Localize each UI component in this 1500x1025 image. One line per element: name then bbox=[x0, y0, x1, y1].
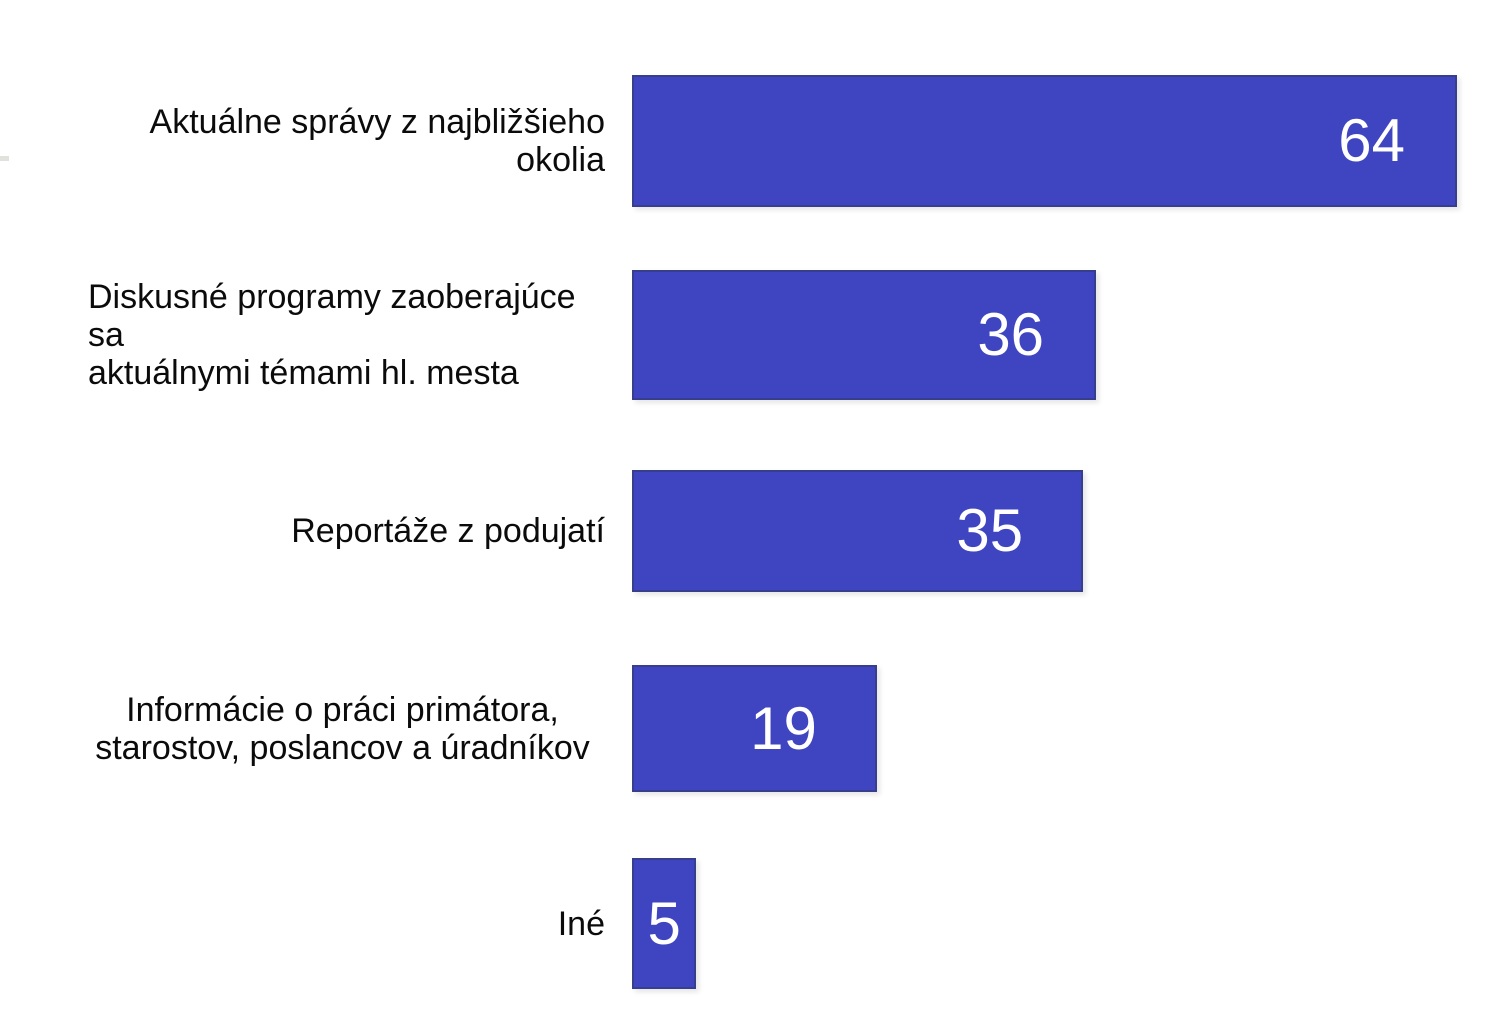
category-label: Diskusné programy zaoberajúce sa aktuálny… bbox=[88, 278, 576, 392]
value-label: 36 bbox=[977, 301, 1045, 368]
bar: 5 bbox=[632, 858, 697, 989]
bar: 19 bbox=[632, 665, 877, 792]
value-label: 35 bbox=[956, 497, 1024, 564]
chart-row: Iné 5 bbox=[0, 858, 1500, 989]
category-label: Reportáže z podujatí bbox=[291, 512, 605, 550]
chart-row: Informácie o práci primátora, starostov, … bbox=[0, 665, 1500, 792]
chart-row: Reportáže z podujatí 35 bbox=[0, 470, 1500, 592]
category-label: Aktuálne správy z najbližšieho okolia bbox=[149, 103, 605, 179]
axis-tick-mark bbox=[0, 156, 9, 161]
category-label: Iné bbox=[557, 904, 605, 943]
value-label: 64 bbox=[1338, 107, 1405, 174]
bar: 64 bbox=[632, 75, 1457, 207]
chart-row: Aktuálne správy z najbližšieho okolia 64 bbox=[0, 75, 1500, 207]
bar-track: 19 bbox=[632, 665, 1457, 792]
value-label: 19 bbox=[750, 694, 817, 762]
value-label: 5 bbox=[647, 889, 681, 957]
bar-track: 36 bbox=[632, 270, 1457, 400]
bar-track: 64 bbox=[632, 75, 1457, 207]
category-label: Informácie o práci primátora, starostov, … bbox=[95, 690, 590, 767]
bar-track: 5 bbox=[632, 858, 1457, 989]
bar: 35 bbox=[632, 470, 1084, 592]
bar-track: 35 bbox=[632, 470, 1457, 592]
chart-row: Diskusné programy zaoberajúce sa aktuálny… bbox=[0, 270, 1500, 400]
bar: 36 bbox=[632, 270, 1097, 400]
